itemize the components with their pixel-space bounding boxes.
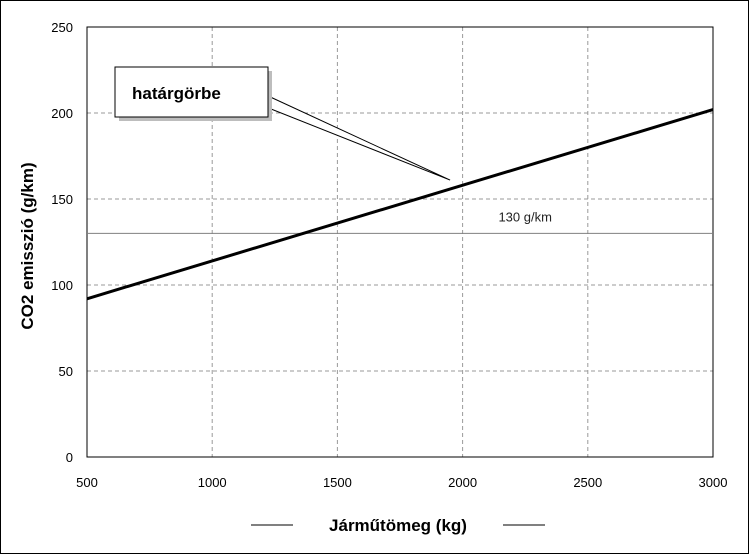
annotation-callout: határgörbe — [114, 66, 451, 181]
reference-lines: 130 g/km — [87, 209, 713, 234]
x-tick-label: 1500 — [323, 475, 352, 490]
callout-box — [114, 66, 269, 118]
x-tick-label: 2500 — [573, 475, 602, 490]
y-tick-label: 50 — [59, 364, 73, 379]
plot-area — [86, 26, 714, 458]
grid — [87, 27, 713, 457]
x-axis-title: Járműtömeg (kg) — [329, 516, 467, 535]
x-tick-labels: 500 1000 1500 2000 2500 3000 — [76, 475, 727, 490]
callout-label: határgörbe — [132, 84, 221, 103]
x-axis-title-group: Járműtömeg (kg) — [251, 516, 545, 535]
x-tick-label: 1000 — [198, 475, 227, 490]
series-line — [86, 108, 714, 301]
x-tick-label: 3000 — [699, 475, 728, 490]
series-group — [86, 108, 714, 301]
x-tick-label: 500 — [76, 475, 98, 490]
y-axis-title: CO2 emisszió (g/km) — [18, 162, 37, 329]
x-tick-label: 2000 — [448, 475, 477, 490]
callout-pointer — [265, 94, 451, 181]
y-tick-label: 100 — [51, 278, 73, 293]
y-tick-label: 200 — [51, 106, 73, 121]
y-tick-label: 150 — [51, 192, 73, 207]
y-tick-label: 0 — [66, 450, 73, 465]
reference-line-label: 130 g/km — [498, 209, 551, 224]
y-tick-label: 250 — [51, 20, 73, 35]
y-tick-labels: 0 50 100 150 200 250 — [51, 20, 73, 465]
